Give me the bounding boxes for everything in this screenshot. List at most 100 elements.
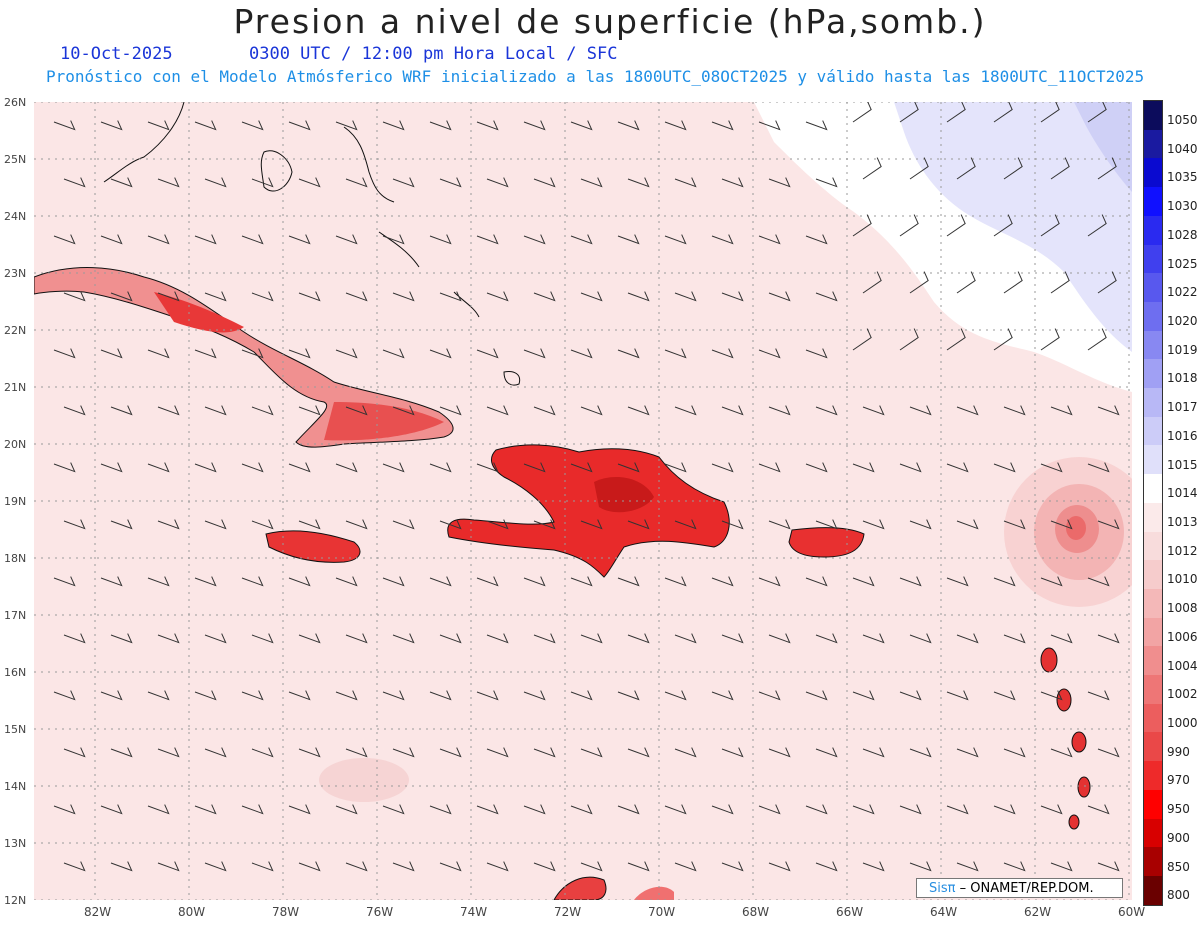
wind-barb [758,120,781,131]
wind-barb [664,120,687,131]
wind-barb [852,102,872,123]
wind-barb [862,405,885,416]
wind-barb [721,633,744,644]
wind-barb [486,519,509,530]
lat-label: 24N [4,210,27,223]
wind-barb [852,328,872,351]
wind-barb [617,120,640,131]
wind-barb [241,120,264,131]
wind-barb [439,405,462,416]
wind-barb [382,804,405,815]
wind-barb [251,861,274,872]
wind-barb [617,462,640,473]
wind-barb [909,633,932,644]
wind-barb [627,633,650,644]
wind-barb [768,177,791,188]
lon-label: 68W [742,905,770,919]
wind-barb [946,214,966,237]
wind-barb [439,747,462,758]
colorbar-label: 1000 [1167,716,1198,730]
colorbar-swatch [1144,531,1162,561]
wind-barb [758,234,781,245]
wind-barb [956,519,979,530]
wind-barb [993,328,1013,351]
wind-barb [335,120,358,131]
lon-label: 62W [1024,905,1052,919]
lon-label: 78W [272,905,300,919]
wind-barb [429,576,452,587]
wind-barb [476,576,499,587]
wind-barb [909,861,932,872]
wind-barb [53,690,76,701]
wind-barb [852,690,875,701]
wind-barb [194,804,217,815]
wind-barb [815,405,838,416]
wind-barb [909,157,929,180]
wind-barb [533,519,556,530]
wind-barb [721,861,744,872]
wind-barb [298,861,321,872]
colorbar-swatch [1144,158,1162,188]
wind-barb [110,291,133,302]
wind-barb [382,690,405,701]
colorbar-label: 1019 [1167,342,1198,357]
wind-barb [298,405,321,416]
wind-barb [392,861,415,872]
colorbar-swatch [1144,301,1162,331]
wind-barb [439,519,462,530]
wind-barb [204,747,227,758]
colorbar-label: 850 [1167,859,1190,874]
lon-label: 60W [1118,905,1146,919]
wind-barb [909,747,932,758]
wind-barb [1050,157,1070,180]
wind-barb [298,177,321,188]
wind-barb [251,291,274,302]
sispi-logo: Sisπ [929,881,956,896]
wind-barb [204,177,227,188]
wind-barb [100,348,123,359]
wind-barb [1040,690,1063,701]
wind-barb [345,633,368,644]
wind-barb [194,576,217,587]
wind-barb [580,633,603,644]
wind-barb [63,519,86,530]
wind-barb [1087,214,1107,237]
wind-barb [580,177,603,188]
wind-barb [335,234,358,245]
colorbar-label: 1004 [1167,658,1198,673]
colorbar-label: 1022 [1167,285,1198,300]
wind-barb [476,690,499,701]
wind-barb [110,861,133,872]
wind-barb [204,519,227,530]
colorbar-label: 1010 [1167,572,1198,587]
wind-barb [439,177,462,188]
wind-barb [815,747,838,758]
wind-barb [523,120,546,131]
lat-label: 14N [4,780,27,793]
colorbar-swatch [1144,273,1162,302]
wind-barb [1040,462,1063,473]
colorbar-label: 1014 [1167,486,1198,501]
wind-barb [533,633,556,644]
wind-barb [53,348,76,359]
pressure-colorbar [1143,100,1163,906]
forecast-date: 10-Oct-2025 [60,44,173,64]
wind-barb [345,519,368,530]
wind-barb [852,576,875,587]
colorbar-label: 1012 [1167,543,1198,558]
wind-barb [382,348,405,359]
wind-barb [758,690,781,701]
model-subtitle: Pronóstico con el Modelo Atmósferico WRF… [46,67,1145,86]
wind-barb [53,804,76,815]
wind-barb [194,462,217,473]
wind-barb [899,690,922,701]
wind-barb [251,405,274,416]
colorbar-swatch [1144,675,1162,704]
wind-barb [523,690,546,701]
wind-barb [852,804,875,815]
lat-label: 15N [4,723,27,736]
wind-barb [288,576,311,587]
wind-barb [721,291,744,302]
wind-barb [617,234,640,245]
wind-barb [570,234,593,245]
